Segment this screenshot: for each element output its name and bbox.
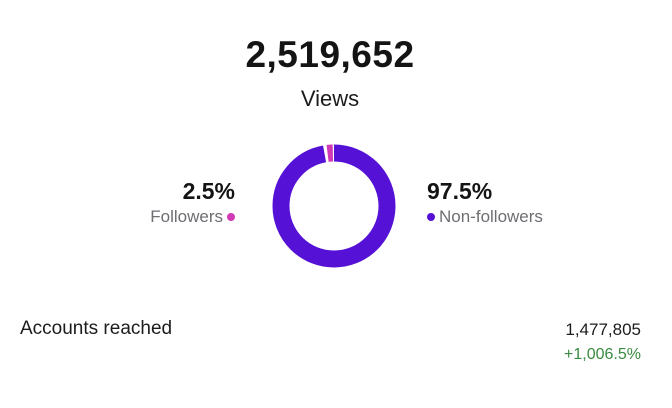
followers-legend: Followers xyxy=(150,206,235,228)
followers-label: Followers xyxy=(150,207,223,226)
views-label: Views xyxy=(300,86,360,111)
non-followers-segment xyxy=(272,144,396,268)
non-followers-percent: 97.5% xyxy=(427,178,493,204)
followers-percent: 2.5% xyxy=(182,178,235,204)
non-followers-stat: 97.5% Non-followers xyxy=(427,176,543,228)
accounts-reached-change: +1,006.5% xyxy=(564,346,641,363)
followers-stat: 2.5% Followers xyxy=(150,176,235,228)
accounts-reached-label: Accounts reached xyxy=(20,318,173,339)
non-followers-dot-icon xyxy=(427,213,435,221)
accounts-reached-value: 1,477,805 xyxy=(565,320,641,339)
non-followers-label: Non-followers xyxy=(439,207,543,226)
views-donut-chart xyxy=(272,144,396,268)
followers-dot-icon xyxy=(227,213,235,221)
non-followers-legend: Non-followers xyxy=(427,206,543,228)
views-total: 2,519,652 xyxy=(245,34,415,75)
